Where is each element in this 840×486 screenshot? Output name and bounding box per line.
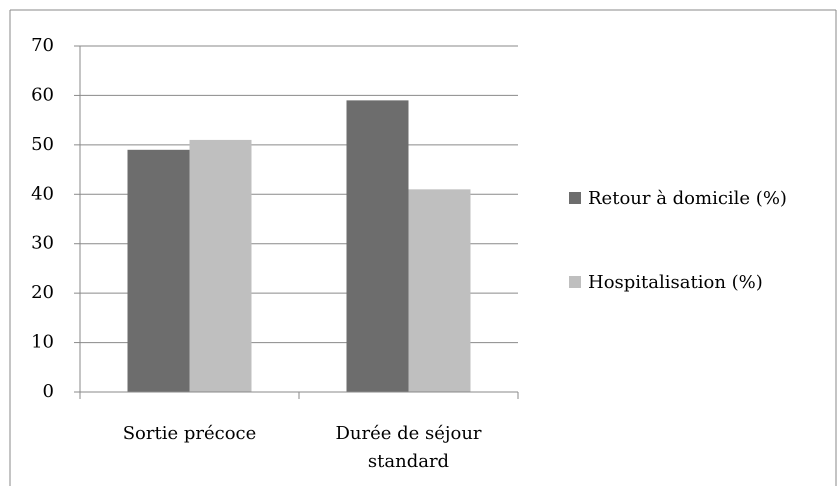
bar: [408, 189, 471, 392]
bar: [189, 139, 252, 392]
legend-label: Hospitalisation (%): [588, 272, 763, 293]
bar: [127, 149, 190, 392]
y-tick-label: 70: [31, 35, 54, 56]
y-tick-label: 60: [31, 84, 54, 105]
legend-label: Retour à domicile (%): [588, 188, 787, 209]
x-tick-label: Durée de séjour standard: [335, 423, 481, 472]
y-tick-label: 40: [31, 183, 54, 204]
y-tick-label: 10: [31, 332, 54, 353]
x-tick-label: Sortie précoce: [123, 423, 257, 444]
y-tick-label: 20: [31, 282, 54, 303]
legend-swatch: [569, 276, 581, 288]
y-tick-label: 50: [31, 134, 54, 155]
bar: [346, 100, 409, 392]
y-tick-label: 30: [31, 233, 54, 254]
legend-swatch: [569, 192, 581, 204]
y-tick-label: 0: [43, 381, 54, 402]
